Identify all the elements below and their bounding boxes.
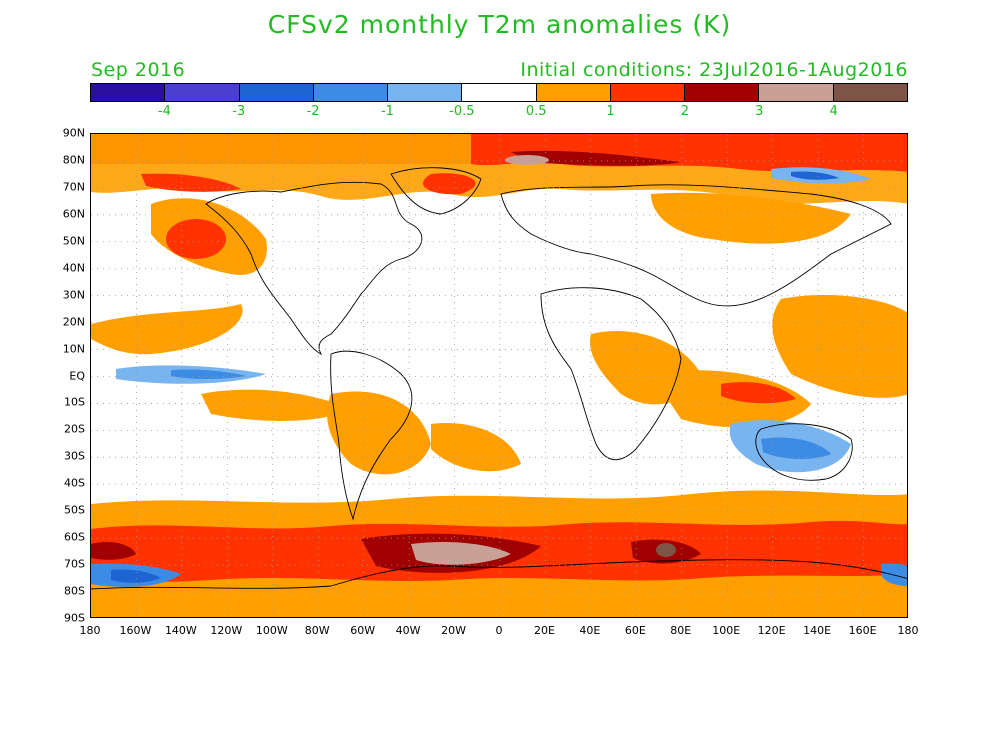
latitude-label: 20S <box>64 422 85 436</box>
longitude-label: 0 <box>495 624 503 637</box>
latitude-label: 30N <box>62 288 85 302</box>
colorbar-label: -3 <box>232 104 246 119</box>
colorbar-swatch <box>685 84 760 101</box>
colorbar-swatch <box>313 84 389 101</box>
colorbar-label: -2 <box>306 104 320 119</box>
colorbar-label: -1 <box>380 104 394 119</box>
latitude-label: 80S <box>64 584 85 598</box>
longitude-label: 160E <box>848 624 877 637</box>
latitude-label: 60N <box>62 207 85 221</box>
initial-conditions: Initial conditions: 23Jul2016-1Aug2016 <box>520 59 908 81</box>
longitude-label: 160W <box>119 624 152 637</box>
colorbar-labels: -4 -3 -2 -1 -0.5 0.5 1 2 3 4 <box>90 104 908 120</box>
latitude-label: 50S <box>64 503 85 517</box>
forecast-period: Sep 2016 <box>91 59 186 81</box>
latitude-label: EQ <box>69 369 85 382</box>
longitude-label: 40W <box>395 624 421 637</box>
chart-title: CFSv2 monthly T2m anomalies (K) <box>267 10 732 39</box>
colorbar-swatch <box>91 84 166 101</box>
longitude-label: 120W <box>210 624 243 637</box>
longitude-label: 40E <box>579 624 601 637</box>
colorbar <box>90 83 908 102</box>
latitude-label: 90S <box>64 611 85 625</box>
anomaly-map <box>90 133 908 618</box>
map-canvas <box>91 134 907 617</box>
colorbar-label: -0.5 <box>449 104 475 119</box>
latitude-label: 10N <box>62 342 85 356</box>
longitude-label: 60W <box>350 624 376 637</box>
longitude-label: 180 <box>79 624 101 637</box>
latitude-label: 60S <box>64 530 85 544</box>
latitude-label: 30S <box>64 449 85 463</box>
lat-lon-grid <box>91 134 907 617</box>
longitude-label: 60E <box>624 624 646 637</box>
colorbar-swatch <box>165 84 240 101</box>
longitude-label: 100E <box>712 624 741 637</box>
longitude-label: 80E <box>670 624 692 637</box>
latitude-label: 10S <box>64 395 85 409</box>
colorbar-label: 4 <box>829 104 838 119</box>
colorbar-label: 2 <box>680 104 690 119</box>
latitude-label: 70N <box>62 180 85 194</box>
latitude-label: 50N <box>62 234 85 248</box>
colorbar-label: -4 <box>157 104 171 119</box>
colorbar-swatch <box>239 84 314 101</box>
latitude-label: 80N <box>62 153 85 167</box>
longitude-label: 100W <box>255 624 288 637</box>
longitude-label: 180 <box>897 624 919 637</box>
colorbar-swatch <box>388 84 463 101</box>
coastlines <box>91 167 907 590</box>
latitude-label: 90N <box>62 126 85 140</box>
anomaly-fields <box>91 134 907 617</box>
latitude-label: 70S <box>64 557 85 571</box>
colorbar-swatch <box>610 84 686 101</box>
longitude-label: 140E <box>803 624 832 637</box>
longitude-label: 20W <box>441 624 466 637</box>
longitude-label: 20E <box>533 624 555 637</box>
colorbar-swatch <box>759 84 834 101</box>
latitude-label: 20N <box>62 315 85 329</box>
latitude-label: 40N <box>62 261 85 275</box>
colorbar-label: 0.5 <box>525 104 547 119</box>
longitude-label: 120E <box>757 624 786 637</box>
longitude-label: 80W <box>304 624 330 637</box>
colorbar-swatch <box>833 84 907 101</box>
colorbar-swatch <box>536 84 611 101</box>
colorbar-label: 1 <box>606 104 615 119</box>
colorbar-swatch <box>462 84 537 101</box>
colorbar-label: 3 <box>755 104 764 119</box>
longitude-label: 140W <box>164 624 197 637</box>
latitude-label: 40S <box>64 476 85 490</box>
